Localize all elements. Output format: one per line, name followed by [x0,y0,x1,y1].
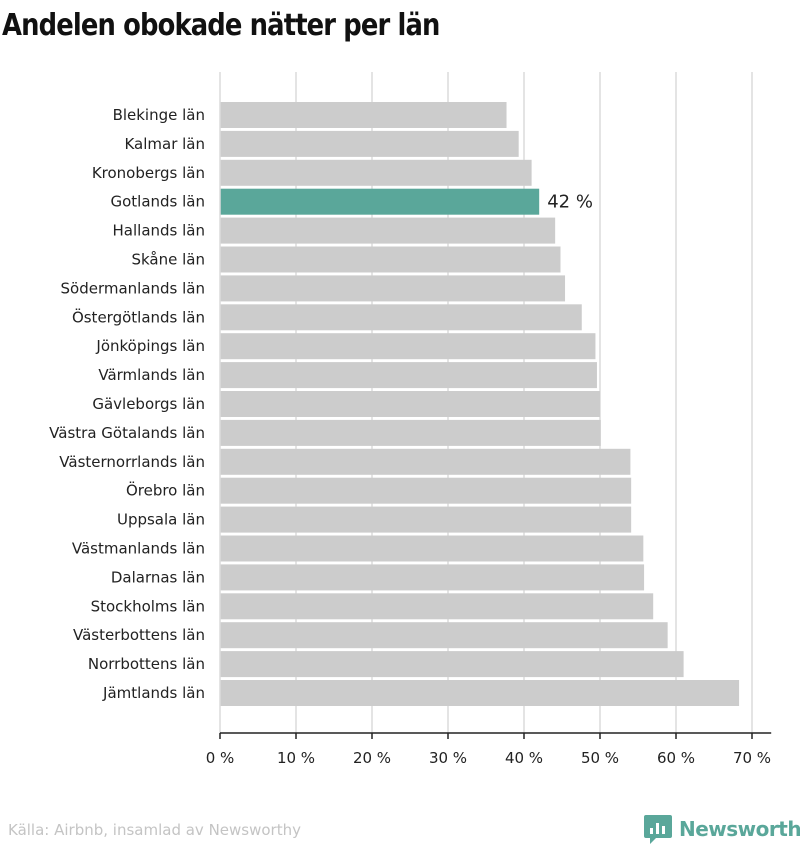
category-label: Jämtlands län [102,684,205,702]
category-label: Norrbottens län [88,655,205,673]
bars [220,102,740,706]
category-label: Gotlands län [110,193,205,211]
category-label: Stockholms län [91,597,205,615]
bar [220,477,632,504]
bar [220,304,582,331]
x-tick-label: 30 % [429,749,467,767]
bar [220,419,601,446]
bar [220,593,654,620]
bar [220,391,600,417]
category-label: Västmanlands län [72,540,205,558]
category-label: Södermanlands län [61,279,206,297]
category-label: Västerbottens län [73,626,205,644]
x-tick-label: 50 % [581,749,619,767]
category-label: Dalarnas län [111,568,205,586]
bar [220,275,566,302]
bar [220,448,631,475]
category-label: Skåne län [131,251,205,269]
highlight-value-label: 42 % [547,192,593,213]
category-label: Blekinge län [113,106,205,124]
bar [220,362,597,389]
category-label: Kronobergs län [92,164,205,182]
x-tick-label: 60 % [657,749,695,767]
category-label: Gävleborgs län [92,395,205,413]
category-label: Östergötlands län [72,307,205,326]
newsworthy-logo-text: Newsworthy [679,817,800,841]
bar [220,130,519,157]
x-tick-label: 10 % [277,749,315,767]
category-label: Uppsala län [117,511,205,529]
category-label: Jönköpings län [95,337,205,355]
bar [220,102,507,128]
source-note: Källa: Airbnb, insamlad av Newsworthy [8,821,301,839]
chart-title: Andelen obokade nätter per län [2,8,440,43]
newsworthy-logo: Newsworthy [643,813,800,845]
bar [220,217,556,244]
bar-highlight [220,188,540,215]
x-tick-label: 40 % [505,749,543,767]
bar [220,651,684,678]
bar [220,506,632,533]
x-axis: 0 % 10 % 20 % 30 % 40 % 50 % 60 % 70 % [206,72,772,767]
category-label: Västernorrlands län [59,453,205,471]
category-label: Örebro län [126,481,205,500]
category-labels: Blekinge län Kalmar län Kronobergs län Gotl… [49,106,205,702]
x-tick-label: 20 % [353,749,391,767]
bar [220,333,596,360]
x-tick-label: 70 % [733,749,771,767]
newsworthy-logo-icon [644,815,672,844]
x-tick-label: 0 % [206,749,235,767]
bar [220,535,644,562]
bar [220,564,645,591]
bar [220,680,740,706]
category-label: Kalmar län [124,135,205,153]
category-label: Värmlands län [98,366,205,384]
bar [220,159,532,186]
category-label: Hallands län [113,222,205,240]
value-labels: 42 % [547,192,593,213]
bar [220,622,668,649]
category-label: Västra Götalands län [49,424,205,442]
bar [220,246,561,273]
